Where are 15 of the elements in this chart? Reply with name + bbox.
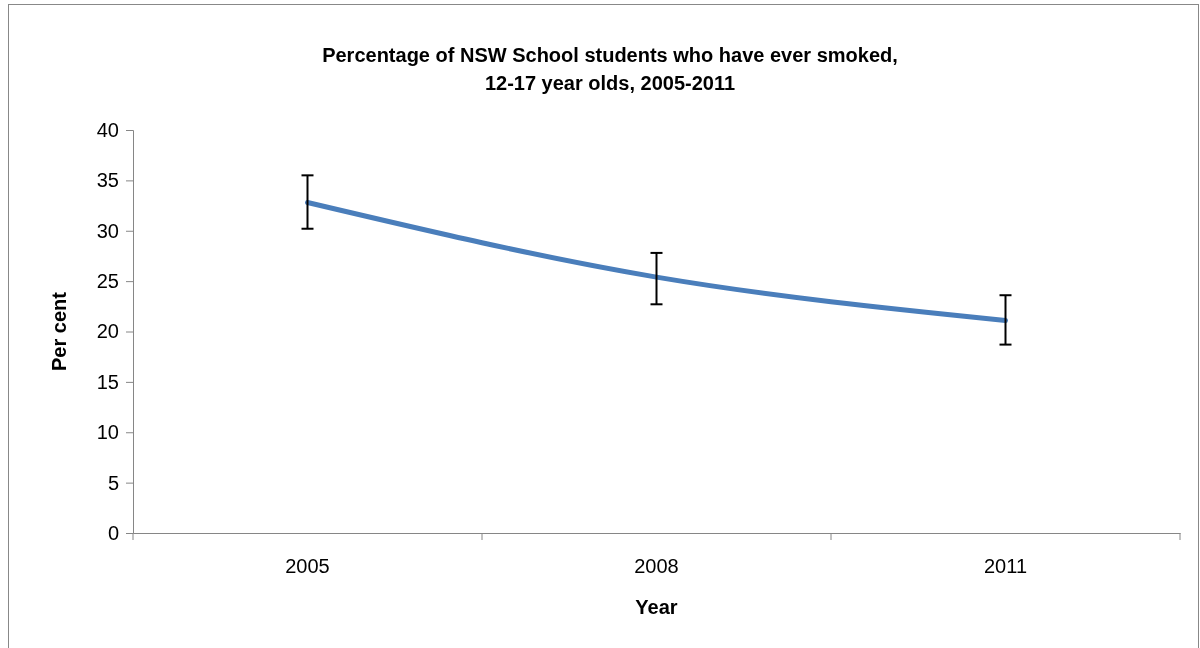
x-tick-label: 2005: [285, 555, 330, 578]
y-tick-label: 0: [107, 521, 119, 544]
chart-title: Percentage of NSW School students who have ever smoked, 12-17 year olds, 2005-2011: [322, 44, 898, 94]
y-tick-label: 25: [96, 270, 119, 293]
y-tick-label: 30: [96, 219, 119, 242]
y-tick-label: 10: [96, 421, 119, 444]
y-axis-title: Per cent: [48, 291, 70, 371]
x-tick-label: 2011: [983, 555, 1028, 578]
y-tick-label: 40: [96, 118, 119, 141]
y-tick-label: 5: [107, 471, 119, 494]
x-axis-title: Year: [635, 596, 678, 618]
y-tick-label: 20: [96, 320, 119, 343]
y-tick-label: 35: [96, 169, 119, 192]
y-tick-label: 15: [96, 370, 119, 393]
x-tick-label: 2008: [634, 555, 679, 578]
